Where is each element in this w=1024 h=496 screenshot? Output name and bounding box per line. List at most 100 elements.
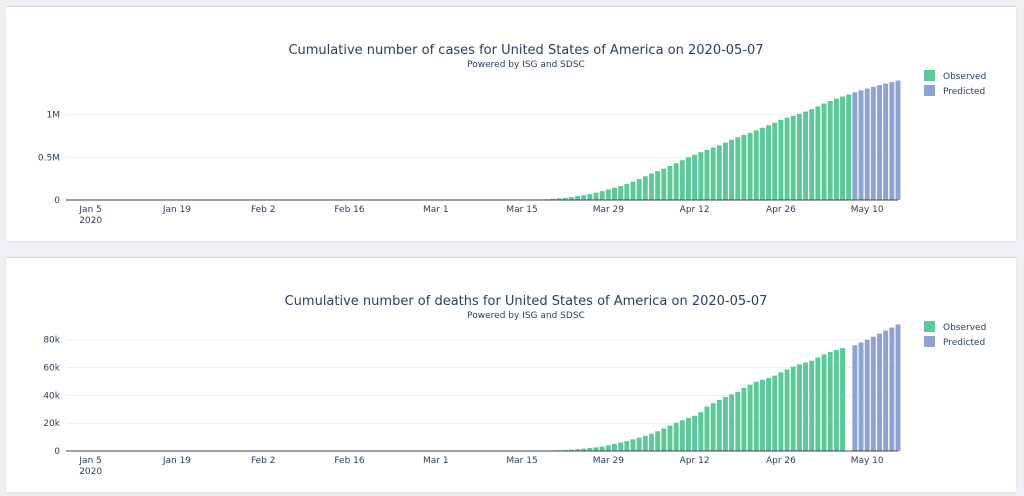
- bar-observed[interactable]: [809, 360, 815, 451]
- bar-observed[interactable]: [790, 366, 796, 451]
- bar-observed[interactable]: [692, 415, 698, 451]
- bar-observed[interactable]: [624, 183, 630, 200]
- bar-observed[interactable]: [704, 149, 710, 200]
- bar-predicted[interactable]: [883, 83, 889, 200]
- bar-predicted[interactable]: [852, 345, 858, 451]
- bar-observed[interactable]: [655, 171, 661, 200]
- bar-observed[interactable]: [747, 132, 753, 200]
- bar-observed[interactable]: [550, 198, 556, 200]
- bar-observed[interactable]: [772, 122, 778, 200]
- bar-observed[interactable]: [649, 433, 654, 451]
- bar-observed[interactable]: [846, 94, 852, 200]
- bar-observed[interactable]: [827, 352, 833, 451]
- bar-observed[interactable]: [612, 187, 617, 200]
- bar-predicted[interactable]: [858, 342, 864, 451]
- bar-observed[interactable]: [821, 103, 827, 200]
- bar-observed[interactable]: [722, 396, 728, 451]
- bar-observed[interactable]: [568, 449, 574, 451]
- bar-observed[interactable]: [587, 447, 593, 451]
- bar-observed[interactable]: [562, 449, 568, 451]
- bar-observed[interactable]: [612, 443, 617, 451]
- bar-observed[interactable]: [599, 446, 605, 451]
- bar-observed[interactable]: [729, 394, 735, 451]
- bar-observed[interactable]: [747, 384, 753, 451]
- bar-observed[interactable]: [605, 445, 611, 451]
- bar-observed[interactable]: [698, 412, 704, 451]
- bar-predicted[interactable]: [864, 88, 870, 200]
- bar-observed[interactable]: [753, 381, 759, 451]
- bar-observed[interactable]: [704, 406, 710, 451]
- bar-observed[interactable]: [636, 437, 642, 451]
- legend-label-predicted[interactable]: Predicted: [943, 338, 985, 348]
- bar-observed[interactable]: [575, 196, 580, 200]
- bar-observed[interactable]: [581, 448, 587, 451]
- bar-predicted[interactable]: [870, 86, 876, 200]
- bar-observed[interactable]: [673, 422, 679, 451]
- bar-observed[interactable]: [741, 387, 747, 451]
- bar-observed[interactable]: [759, 379, 765, 451]
- bar-observed[interactable]: [827, 101, 833, 200]
- bar-observed[interactable]: [766, 125, 772, 200]
- bar-observed[interactable]: [710, 147, 716, 200]
- bar-observed[interactable]: [667, 425, 673, 451]
- bar-observed[interactable]: [630, 439, 636, 451]
- bar-observed[interactable]: [778, 372, 784, 451]
- bar-observed[interactable]: [784, 117, 790, 200]
- bar-observed[interactable]: [692, 154, 698, 200]
- bar-observed[interactable]: [593, 192, 599, 200]
- bar-observed[interactable]: [605, 189, 611, 200]
- bar-predicted[interactable]: [877, 333, 882, 451]
- legend-label-predicted[interactable]: Predicted: [943, 87, 985, 97]
- bar-observed[interactable]: [618, 442, 624, 451]
- bar-observed[interactable]: [679, 160, 685, 200]
- bar-observed[interactable]: [575, 449, 580, 451]
- bar-observed[interactable]: [642, 176, 648, 200]
- bar-observed[interactable]: [568, 197, 574, 200]
- legend-swatch-observed[interactable]: [924, 321, 935, 332]
- bar-observed[interactable]: [815, 106, 821, 200]
- bar-predicted[interactable]: [852, 92, 858, 200]
- bar-predicted[interactable]: [895, 80, 901, 200]
- bar-observed[interactable]: [667, 165, 673, 200]
- cases-legend[interactable]: Observed Predicted: [924, 70, 986, 97]
- bar-observed[interactable]: [815, 357, 821, 452]
- bar-predicted[interactable]: [858, 90, 864, 200]
- bar-observed[interactable]: [722, 142, 728, 200]
- bar-observed[interactable]: [685, 157, 691, 200]
- bar-observed[interactable]: [587, 194, 593, 200]
- bar-observed[interactable]: [599, 191, 605, 200]
- bar-observed[interactable]: [642, 435, 648, 451]
- bar-observed[interactable]: [753, 130, 759, 200]
- bar-observed[interactable]: [809, 109, 815, 200]
- bar-observed[interactable]: [840, 96, 845, 200]
- bar-observed[interactable]: [716, 399, 722, 451]
- bar-observed[interactable]: [821, 354, 827, 451]
- bar-observed[interactable]: [698, 152, 704, 200]
- bar-observed[interactable]: [679, 420, 685, 451]
- bar-observed[interactable]: [741, 134, 747, 200]
- bar-observed[interactable]: [655, 431, 661, 451]
- bar-observed[interactable]: [833, 349, 839, 451]
- bar-observed[interactable]: [729, 139, 735, 200]
- deaths-legend[interactable]: Observed Predicted: [924, 321, 986, 348]
- bar-observed[interactable]: [618, 186, 624, 200]
- bar-observed[interactable]: [673, 163, 679, 200]
- bar-observed[interactable]: [772, 375, 778, 451]
- bar-observed[interactable]: [636, 179, 642, 200]
- bar-observed[interactable]: [796, 364, 802, 451]
- bar-observed[interactable]: [716, 145, 722, 200]
- bar-observed[interactable]: [685, 418, 691, 451]
- legend-label-observed[interactable]: Observed: [943, 72, 986, 82]
- bar-observed[interactable]: [735, 391, 741, 451]
- bar-observed[interactable]: [649, 173, 654, 200]
- legend-swatch-predicted[interactable]: [924, 85, 935, 96]
- bar-observed[interactable]: [710, 403, 716, 451]
- bar-observed[interactable]: [790, 115, 796, 200]
- bar-observed[interactable]: [562, 197, 568, 200]
- legend-label-observed[interactable]: Observed: [943, 323, 986, 333]
- bar-observed[interactable]: [784, 369, 790, 451]
- bar-observed[interactable]: [803, 362, 809, 451]
- bar-observed[interactable]: [766, 378, 772, 451]
- bar-observed[interactable]: [661, 168, 667, 200]
- bar-predicted[interactable]: [895, 324, 901, 451]
